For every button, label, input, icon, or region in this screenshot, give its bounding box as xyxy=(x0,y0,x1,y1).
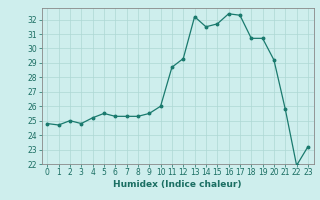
X-axis label: Humidex (Indice chaleur): Humidex (Indice chaleur) xyxy=(113,180,242,189)
